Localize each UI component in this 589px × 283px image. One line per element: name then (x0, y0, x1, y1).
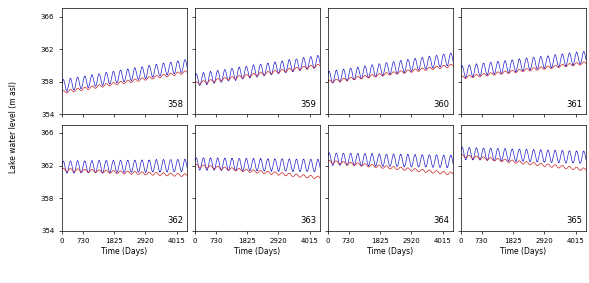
Text: 362: 362 (167, 216, 184, 225)
Text: Lake water level (m asl): Lake water level (m asl) (9, 81, 18, 173)
Text: 363: 363 (300, 216, 316, 225)
Text: 360: 360 (434, 100, 449, 109)
Text: 361: 361 (566, 100, 583, 109)
X-axis label: Time (Days): Time (Days) (234, 247, 280, 256)
X-axis label: Time (Days): Time (Days) (101, 247, 148, 256)
Text: 364: 364 (434, 216, 449, 225)
X-axis label: Time (Days): Time (Days) (500, 247, 547, 256)
Text: 358: 358 (167, 100, 184, 109)
Text: 365: 365 (566, 216, 583, 225)
X-axis label: Time (Days): Time (Days) (368, 247, 413, 256)
Text: 359: 359 (300, 100, 316, 109)
